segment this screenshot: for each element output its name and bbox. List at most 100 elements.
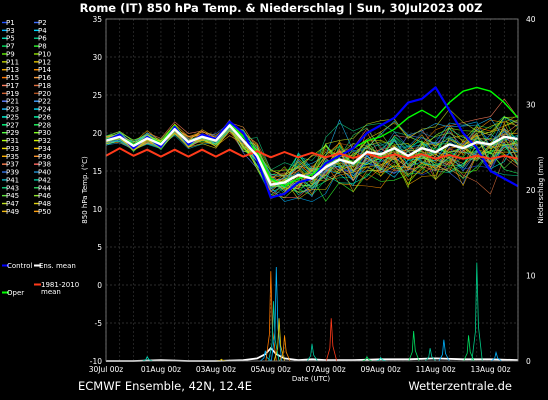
legend-label: P23: [6, 106, 19, 114]
precip-peak: [408, 331, 420, 362]
legend-label: P42: [38, 176, 51, 184]
precip-peak: [424, 348, 436, 362]
footer-source: ECMWF Ensemble, 42N, 12.4E: [78, 379, 252, 393]
legend-label: P46: [38, 192, 52, 200]
precip-peak: [268, 301, 280, 362]
x-tick-label: 11Aug 00z: [416, 365, 456, 374]
series-oper: [105, 86, 519, 187]
precip-peak: [306, 343, 318, 362]
x-tick-label: 07Aug 00z: [306, 365, 346, 374]
legend-label: P9: [6, 50, 15, 58]
legend-label: P35: [6, 153, 19, 161]
x-axis-label: Date (UTC): [292, 375, 331, 383]
legend-label: P36: [38, 153, 52, 161]
legend-label: P44: [38, 184, 52, 192]
legend-label: P21: [6, 98, 19, 106]
legend-label: P13: [6, 66, 19, 74]
y-tick-label: 25: [92, 91, 102, 100]
y2-tick-label: 0: [526, 357, 531, 366]
legend-label: P31: [6, 137, 19, 145]
precip-peak: [471, 262, 483, 362]
legend-label: P18: [38, 82, 51, 90]
legend-label: mean: [41, 288, 61, 296]
legend-label: 1981-2010: [41, 281, 79, 289]
legend-label: P39: [6, 169, 19, 177]
legend-label: P41: [6, 176, 19, 184]
precip-peak: [490, 350, 502, 362]
y2-tick-label: 40: [526, 15, 536, 24]
legend-label: P4: [38, 27, 47, 35]
precip-peak: [260, 350, 272, 362]
ensemble-member-line: [105, 126, 519, 188]
series-ens-mean: [105, 124, 519, 186]
precip-peak: [142, 355, 153, 362]
legend-label: P24: [38, 106, 52, 114]
y-tick-label: 0: [97, 281, 102, 290]
chart-title: Rome (IT) 850 hPa Temp. & Niederschlag |…: [80, 1, 483, 15]
legend-label: P27: [6, 121, 19, 129]
precip-peak: [438, 339, 450, 362]
legend-label: P6: [38, 35, 47, 43]
legend-label: P43: [6, 184, 19, 192]
legend-label: P50: [38, 208, 51, 216]
y-tick-label: 15: [92, 167, 102, 176]
ensemble-member-line: [105, 129, 519, 190]
main-series: [105, 86, 519, 199]
legend-label: P17: [6, 82, 19, 90]
grid-lines: [105, 18, 519, 362]
legend-label: P25: [6, 113, 19, 121]
y2-tick-label: 20: [526, 186, 536, 195]
y2-tick-label: 30: [526, 101, 536, 110]
legend-label: P2: [38, 19, 47, 27]
legend-label: P5: [6, 35, 15, 43]
legend-label: P30: [38, 129, 51, 137]
legend-label: P22: [38, 98, 51, 106]
ensemble-member-line: [105, 119, 519, 193]
legend-label: P10: [38, 50, 51, 58]
legend-label: P12: [38, 58, 51, 66]
legend-label: Oper: [7, 289, 24, 297]
precip-peak: [279, 335, 291, 362]
axes: -10 -5 0 5 10 15 20 25 30 35 0 10 20 30 40 30Jul 00z 01A…: [89, 15, 536, 374]
precip-peak: [273, 318, 285, 362]
y-tick-label: -5: [95, 319, 103, 328]
legend-label: P38: [38, 161, 51, 169]
legend-label: P15: [6, 74, 19, 82]
precip-peak: [375, 356, 387, 362]
legend-label: P3: [6, 27, 15, 35]
legend-label: P47: [6, 200, 19, 208]
legend-label: P20: [38, 90, 51, 98]
legend-label: P48: [38, 200, 51, 208]
footer-site: Wetterzentrale.de: [408, 379, 512, 393]
y-tick-label: 35: [92, 15, 102, 24]
legend-label: P45: [6, 192, 19, 200]
y-tick-label: -10: [90, 357, 102, 366]
legend-label: Control: [7, 262, 32, 270]
x-tick-label: 13Aug 00z: [471, 365, 511, 374]
legend-label: P28: [38, 121, 51, 129]
y2-tick-label: 10: [526, 272, 536, 281]
legend-label: P29: [6, 129, 19, 137]
legend-label: P14: [38, 66, 52, 74]
legend-label: P37: [6, 161, 19, 169]
legend-label: P49: [6, 208, 19, 216]
x-tick-label: 30Jul 00z: [89, 365, 124, 374]
legend-label: P32: [38, 137, 51, 145]
precip-peak: [361, 355, 373, 362]
plot-frame: [105, 18, 519, 362]
precip-peak: [463, 335, 475, 362]
x-tick-label: 01Aug 00z: [141, 365, 181, 374]
legend-label: P26: [38, 113, 52, 121]
y-tick-label: 10: [92, 205, 102, 214]
legend-label: P11: [6, 58, 19, 66]
x-tick-label: 09Aug 00z: [361, 365, 401, 374]
precip-peak: [325, 318, 338, 362]
series-1981-2010-mean: [105, 147, 519, 160]
ensemble-member-line: [105, 98, 519, 190]
y-tick-label: 20: [92, 129, 102, 138]
legend-label: P16: [38, 74, 52, 82]
precip-peak: [270, 266, 283, 362]
